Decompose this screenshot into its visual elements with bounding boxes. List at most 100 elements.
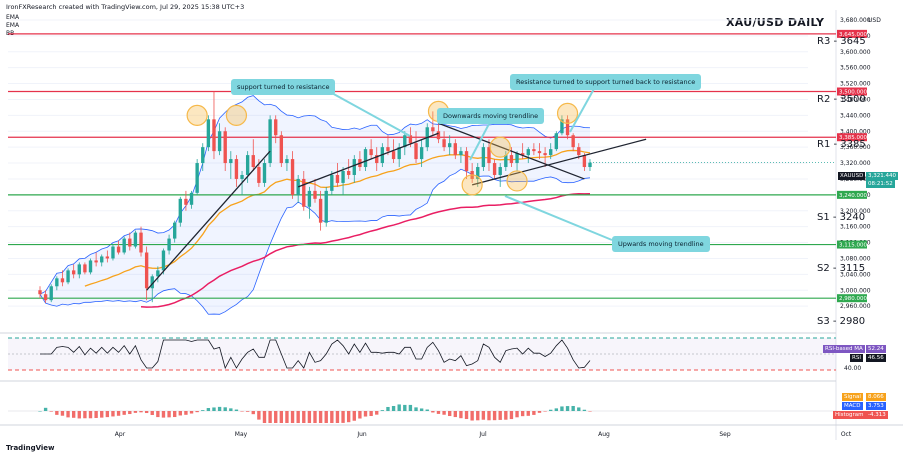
candle-body xyxy=(38,290,42,295)
level-price-tag-text: 2,980.000 xyxy=(839,296,867,302)
macd-bar xyxy=(369,411,373,417)
candle-body xyxy=(206,119,211,148)
y-tick-label: 3,040.000 xyxy=(840,271,871,278)
x-tick-label: May xyxy=(235,431,248,438)
highlight-circle xyxy=(556,102,579,124)
macd-bar xyxy=(543,411,547,412)
level-price-tag-text: 3,240.000 xyxy=(839,193,867,199)
macd-bar xyxy=(408,404,413,411)
bollinger-lower xyxy=(39,168,591,315)
candle-body xyxy=(431,127,435,132)
indicator-ema-2[interactable]: EMA xyxy=(6,22,20,29)
macd-bar xyxy=(290,411,295,423)
macd-bar xyxy=(532,411,536,415)
candle-body xyxy=(481,147,486,168)
macd-bar xyxy=(111,411,115,417)
candle-body xyxy=(251,155,255,168)
y-tick-label: 3,680.000 xyxy=(840,17,871,24)
highlight-circle xyxy=(506,170,528,192)
candle-body xyxy=(492,163,497,175)
y-tick-label: 3,320.000 xyxy=(840,160,871,167)
macd-bar xyxy=(60,411,65,416)
level-price-tag xyxy=(837,240,867,249)
macd-bar xyxy=(380,410,385,411)
last-symbol-tag: XAUUSD xyxy=(838,172,866,180)
macd-bar xyxy=(498,411,502,420)
callout-resistance-support-resistance: Resistance turned to support turned back… xyxy=(510,74,702,90)
candle-body xyxy=(554,133,559,150)
macd-bar xyxy=(139,411,143,413)
macd-bar xyxy=(133,411,138,413)
candle-body xyxy=(234,159,239,179)
candle-body xyxy=(476,167,480,179)
macd-bar xyxy=(313,411,317,423)
candle-body xyxy=(571,135,575,148)
macd-bar xyxy=(448,411,452,417)
candle-body xyxy=(442,139,446,148)
y-tick-label: 3,440.000 xyxy=(840,112,871,119)
candle-body xyxy=(128,238,132,247)
macd-bar xyxy=(195,411,199,413)
macd-bar xyxy=(537,411,542,413)
level-label-s3: S3 - 2980 xyxy=(817,316,866,327)
macd-bar xyxy=(442,411,446,415)
callout-support-to-resistance: support turned to resistance xyxy=(231,79,336,95)
macd-bar xyxy=(346,411,351,423)
y-tick-label: 3,400.000 xyxy=(840,128,871,135)
candle-body xyxy=(346,171,351,175)
highlight-circle xyxy=(489,136,511,158)
macd-bar xyxy=(257,411,261,420)
macd-bar xyxy=(431,411,435,413)
candle-body xyxy=(335,174,340,183)
level-price-tag xyxy=(837,133,867,142)
macd-bar xyxy=(375,411,379,415)
macd-bar xyxy=(94,411,98,418)
candle-body xyxy=(88,260,93,273)
level-price-tag-text: 3,645.000 xyxy=(839,32,867,38)
candle-body xyxy=(60,278,65,283)
candle-body xyxy=(100,256,104,263)
highlight-circle xyxy=(461,174,483,196)
candle-body xyxy=(448,143,452,148)
macd-bar xyxy=(285,411,289,423)
y-tick-label: 3,520.000 xyxy=(840,81,871,88)
histogram-value: -4.313 xyxy=(866,411,888,419)
candle-body xyxy=(549,149,553,156)
candle-body xyxy=(66,270,70,283)
indicator-ema-1[interactable]: EMA xyxy=(6,14,20,21)
candle-body xyxy=(565,119,570,136)
callout-downwards-trendline: Downwards moving trendline xyxy=(437,108,545,124)
candle-body xyxy=(167,238,171,251)
x-tick-label: Aug xyxy=(598,431,610,438)
macd-bar xyxy=(470,411,474,421)
candle-body xyxy=(352,159,356,175)
candle-body xyxy=(504,155,508,168)
macd-bar xyxy=(156,411,160,418)
macd-bar xyxy=(397,404,401,411)
rsi-ma-label: RSI-based MA xyxy=(823,345,865,353)
candle-body xyxy=(302,178,306,207)
tradingview-logo[interactable]: TradingView xyxy=(6,444,55,452)
macd-bar xyxy=(582,409,587,411)
macd-bar xyxy=(77,411,81,419)
macd-bar xyxy=(476,411,480,421)
macd-bar xyxy=(577,407,581,411)
macd-bar xyxy=(459,411,463,419)
level-price-tag-text: 3,385.000 xyxy=(839,135,867,141)
candle-body xyxy=(77,264,81,275)
macd-signal-label: Signal xyxy=(842,393,863,401)
macd-bar xyxy=(414,407,418,411)
macd-bar xyxy=(71,411,76,418)
candle-body xyxy=(285,159,289,164)
candle-body xyxy=(487,147,491,164)
candle-body xyxy=(588,162,592,168)
y-tick-label: 3,480.000 xyxy=(840,96,871,103)
y-tick-label: 3,000.000 xyxy=(840,287,871,294)
level-label-s1: S1 - 3240 xyxy=(817,212,866,223)
macd-bar xyxy=(223,407,227,411)
highlight-circle xyxy=(225,104,248,126)
candle-body xyxy=(560,119,564,134)
candle-body xyxy=(223,131,227,164)
macd-bar xyxy=(341,411,345,423)
